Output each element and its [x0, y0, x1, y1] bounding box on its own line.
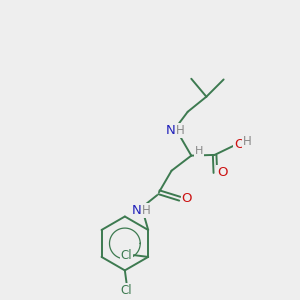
Text: N: N — [131, 204, 141, 218]
Text: Cl: Cl — [121, 249, 132, 262]
Text: Cl: Cl — [121, 284, 133, 297]
Text: H: H — [243, 135, 251, 148]
Text: O: O — [182, 192, 192, 205]
Text: H: H — [176, 124, 185, 137]
Text: H: H — [142, 204, 151, 218]
Text: O: O — [217, 167, 228, 179]
Text: H: H — [195, 146, 203, 156]
Text: O: O — [234, 138, 244, 151]
Text: N: N — [166, 124, 175, 137]
